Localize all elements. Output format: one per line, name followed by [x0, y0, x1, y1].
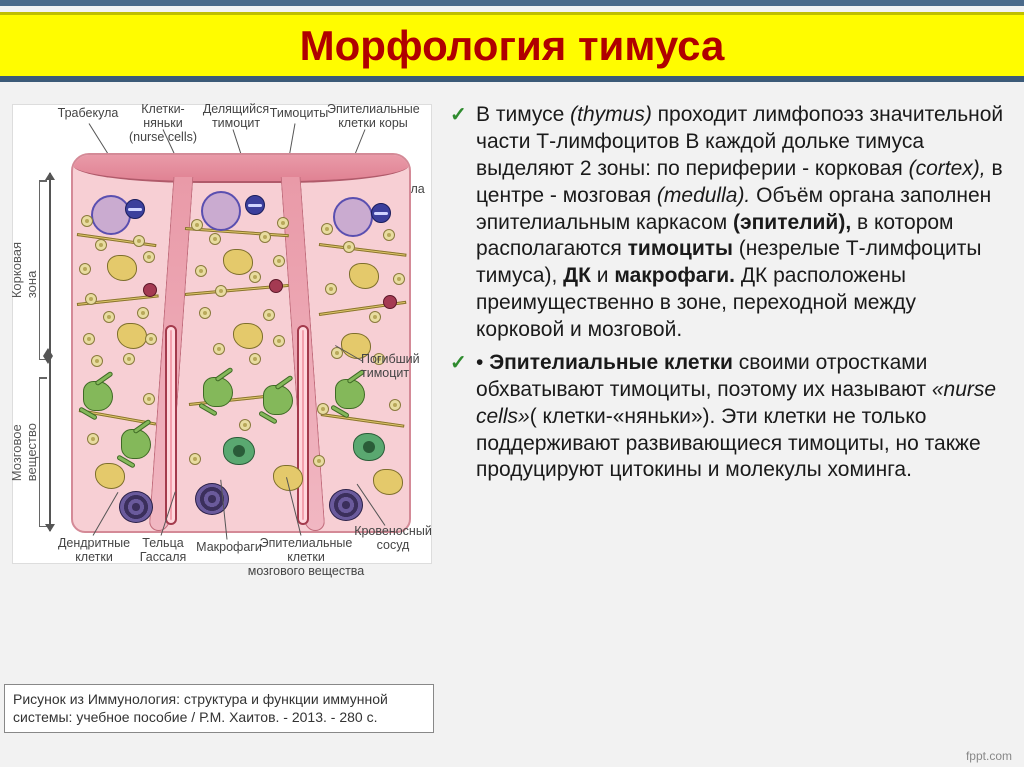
- bullet-1: ✓ В тимусе (thymus) проходит лимфопоэз з…: [450, 102, 1008, 344]
- hassall-corpuscle: [119, 491, 153, 523]
- label-thymocytes: Тимоциты: [269, 107, 329, 121]
- bullet-2: ✓ • Эпителиальные клетки своими отростка…: [450, 350, 1008, 484]
- paragraph-2: • Эпителиальные клетки своими отростками…: [476, 350, 1008, 484]
- epithelial-cell: [223, 249, 253, 275]
- cortex-zone: [73, 183, 409, 373]
- macrophage: [353, 433, 385, 461]
- dead-thymocyte: [269, 279, 283, 293]
- axis-arrow: [45, 173, 55, 531]
- epithelial-cell: [349, 263, 379, 289]
- nurse-cell: [333, 197, 373, 237]
- figure-caption: Рисунок из Иммунология: структура и функ…: [4, 684, 434, 733]
- dead-thymocyte: [143, 283, 157, 297]
- check-icon: ✓: [450, 102, 476, 344]
- axis-cortex: Корковая зона: [19, 175, 37, 365]
- epithelial-cell: [95, 463, 125, 489]
- text-column: ✓ В тимусе (thymus) проходит лимфопоэз з…: [440, 98, 1012, 759]
- medulla-zone: [73, 373, 409, 531]
- dendritic-cell: [263, 385, 293, 415]
- axis-medulla-label: Мозговое вещество: [9, 423, 39, 481]
- axis-cortex-label: Корковая зона: [9, 242, 39, 298]
- thymus-diagram: Трабекула Клетки-няньки (nurse cells) Де…: [12, 104, 432, 564]
- check-icon: ✓: [450, 350, 476, 484]
- hassall-corpuscle: [329, 489, 363, 521]
- label-dividing: Делящийся тимоцит: [201, 103, 271, 131]
- figure-column: Трабекула Клетки-няньки (nurse cells) Де…: [0, 98, 440, 759]
- footer-credit: fppt.com: [966, 749, 1012, 763]
- content-area: Трабекула Клетки-няньки (nurse cells) Де…: [0, 98, 1012, 759]
- label-dead: Погибший тимоцит: [361, 353, 431, 381]
- label-epit-cortex: Эпителиальные клетки коры: [327, 103, 419, 131]
- dendritic-cell: [121, 429, 151, 459]
- paragraph-1: В тимусе (thymus) проходит лимфопоэз зна…: [476, 102, 1008, 344]
- slide-title: Морфология тимуса: [300, 22, 725, 70]
- label-vessel: Кровеносный сосуд: [353, 525, 433, 553]
- dendritic-cell: [83, 381, 113, 411]
- label-trabecula: Трабекула: [53, 107, 123, 121]
- dividing-thymocyte: [371, 203, 391, 223]
- label-hassall: Тельца Гассаля: [135, 537, 191, 565]
- dead-thymocyte: [383, 295, 397, 309]
- title-bar: Морфология тимуса: [0, 12, 1024, 82]
- epithelial-cell: [107, 255, 137, 281]
- label-dendritic: Дендритные клетки: [55, 537, 133, 565]
- dividing-thymocyte: [125, 199, 145, 219]
- macrophage: [223, 437, 255, 465]
- slide: Морфология тимуса Трабекула Клетки-няньк…: [0, 0, 1024, 767]
- epithelial-cell: [117, 323, 147, 349]
- epithelial-cell: [233, 323, 263, 349]
- label-epit-medulla: Эпителиальные клетки мозгового вещества: [241, 537, 371, 578]
- epithelial-cell: [373, 469, 403, 495]
- capsule: [73, 155, 409, 183]
- dendritic-cell: [335, 379, 365, 409]
- dividing-thymocyte: [245, 195, 265, 215]
- tissue: [71, 153, 411, 533]
- label-nurse: Клетки-няньки (nurse cells): [123, 103, 203, 144]
- nurse-cell: [91, 195, 131, 235]
- nurse-cell: [201, 191, 241, 231]
- axis-medulla: Мозговое вещество: [19, 373, 37, 531]
- dendritic-cell: [203, 377, 233, 407]
